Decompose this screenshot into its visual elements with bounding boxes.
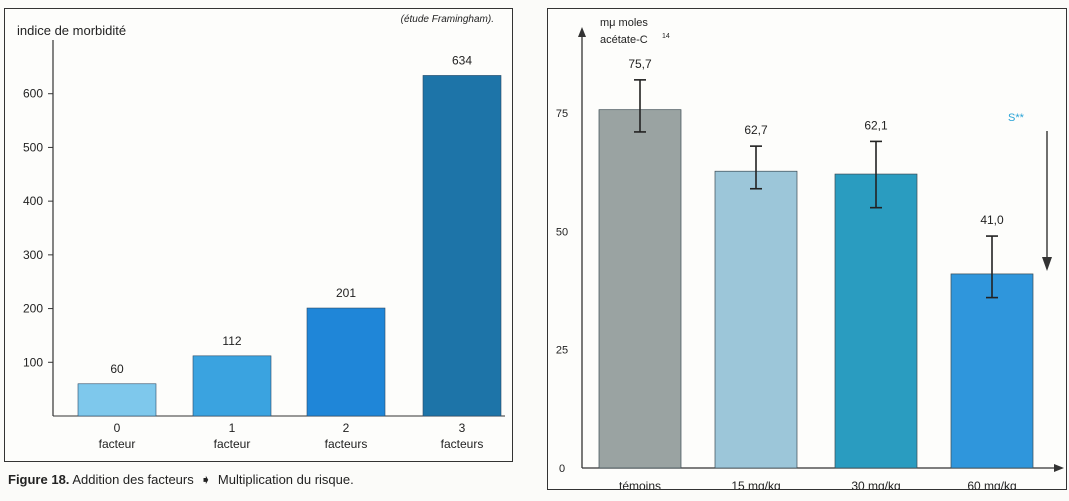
y-axis-label-line2: acétate-C [600, 34, 648, 46]
y-axis-label: indice de morbidité [17, 23, 127, 38]
bar [950, 273, 1034, 469]
x-tick-label: 1 [229, 421, 236, 435]
y-tick-label: 300 [23, 248, 43, 262]
data-label: 41,0 [980, 213, 1004, 227]
arrow-icon: ➧ [200, 472, 212, 487]
data-label: 75,7 [628, 57, 652, 71]
bar [714, 170, 798, 469]
x-tick-label: 30 mg/kg [851, 479, 900, 489]
data-label: 112 [222, 334, 241, 348]
significance-annotation: S** [1008, 112, 1025, 124]
acetate-bar-chart: mμ moles acétate-C 14 0 25 50 75 75,7 témoins 62,… [556, 17, 1064, 489]
bar [598, 109, 682, 469]
y-tick-label: 25 [556, 345, 568, 357]
caption-label: Figure 18. [8, 472, 70, 487]
y-axis-arrow-icon [578, 27, 586, 37]
y-axis-label-line1: mμ moles [600, 17, 648, 29]
caption-part1: Addition des facteurs [72, 472, 194, 487]
y-tick-label: 100 [23, 355, 43, 369]
data-label: 62,1 [864, 118, 888, 132]
y-tick-label: 500 [23, 140, 43, 154]
y-tick-label: 600 [23, 87, 43, 101]
down-arrow-icon [1042, 257, 1052, 271]
x-tick-label: témoins [619, 479, 661, 489]
x-axis-arrow-icon [1054, 464, 1064, 472]
bar [77, 383, 157, 417]
y-tick-label: 0 [559, 463, 565, 475]
data-label: 201 [336, 286, 356, 300]
x-tick-label: facteurs [325, 437, 368, 451]
y-axis-label-superscript: 14 [662, 33, 670, 40]
x-tick-label: facteur [214, 437, 251, 451]
bar [306, 307, 386, 417]
x-tick-label: 0 [114, 421, 121, 435]
data-label: 634 [452, 53, 472, 67]
y-tick-label: 200 [23, 302, 43, 316]
y-tick-label: 50 [556, 226, 568, 238]
x-tick-label: facteurs [441, 437, 484, 451]
x-tick-label: 2 [343, 421, 350, 435]
chart-panel-acetate: mμ moles acétate-C 14 0 25 50 75 75,7 témoins 62,… [547, 8, 1067, 490]
y-tick-label: 400 [23, 194, 43, 208]
x-tick-label: 60 mg/kg [967, 479, 1016, 489]
data-label: 60 [110, 362, 124, 376]
bar [834, 173, 918, 469]
x-tick-label: facteur [99, 437, 136, 451]
caption-part2: Multiplication du risque. [217, 472, 354, 487]
figure-caption: Figure 18. Addition des facteurs ➧ Multi… [8, 472, 354, 488]
chart-panel-morbidity: indice de morbidité (étude Framingham). … [4, 8, 513, 462]
source-note: (étude Framingham). [400, 14, 494, 25]
y-tick-label: 75 [556, 108, 568, 120]
bar [422, 75, 502, 417]
data-label: 62,7 [744, 123, 768, 137]
morbidity-bar-chart: 100200300400500600600facteur1121facteur2… [23, 40, 505, 451]
bar [192, 355, 272, 417]
x-tick-label: 15 mg/kg [731, 479, 780, 489]
x-tick-label: 3 [459, 421, 466, 435]
